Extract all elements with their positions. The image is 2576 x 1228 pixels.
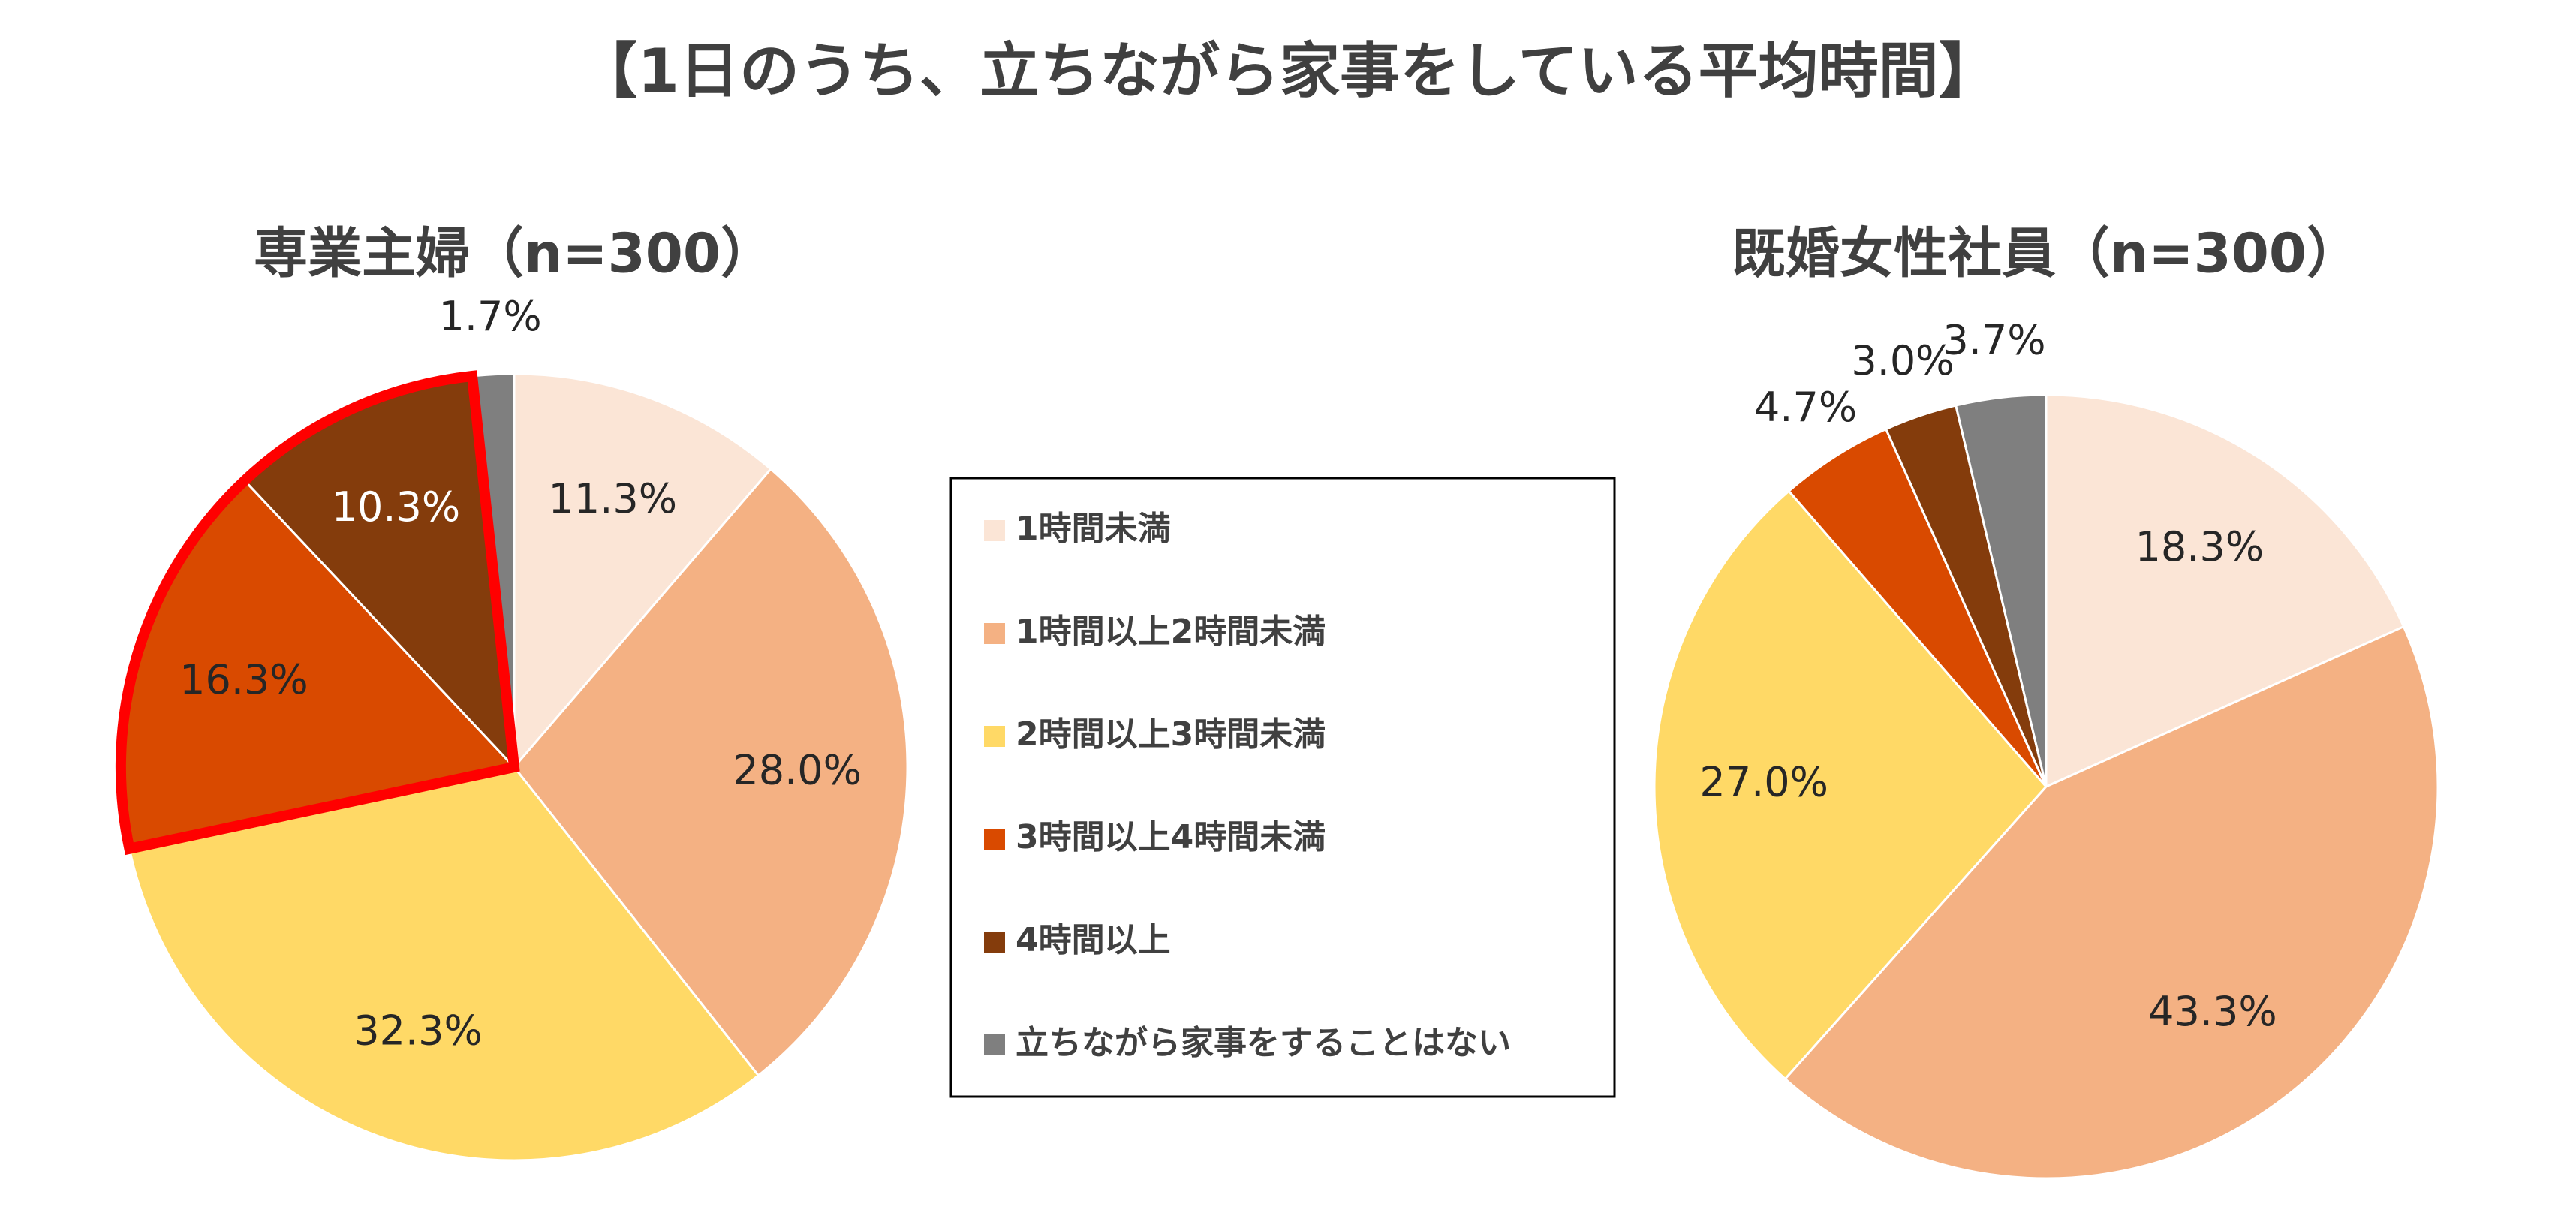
pie-slice	[513, 467, 909, 1077]
legend-label: 立ちながら家事をすることはない	[1016, 1024, 1511, 1062]
pie-slice	[1783, 625, 2439, 1180]
legend-swatch	[984, 1034, 1005, 1055]
pie-slice	[513, 372, 772, 771]
data-label: 4.7%	[1754, 384, 1857, 431]
legend-label: 1時間未満	[1016, 510, 1171, 548]
legend-swatch	[984, 520, 1005, 541]
pie-slice	[128, 766, 760, 1162]
legend-swatch	[984, 932, 1005, 953]
legend-swatch	[984, 726, 1005, 747]
data-label: 18.3%	[2135, 523, 2265, 570]
pie-slice	[1787, 427, 2048, 787]
legend-swatch	[984, 623, 1005, 644]
data-label: 1.7%	[438, 293, 541, 340]
chart-title: 【1日のうち、立ちながら家事をしている平均時間】	[577, 36, 1998, 106]
legend-label: 1時間以上2時間未満	[1016, 612, 1326, 651]
pie-title: 専業主婦（n=300）	[254, 222, 775, 285]
pie-slice	[2045, 393, 2406, 789]
data-label: 27.0%	[1699, 758, 1828, 805]
legend-swatch	[984, 829, 1005, 850]
data-label: 11.3%	[548, 475, 677, 522]
data-label: 10.3%	[332, 483, 461, 531]
data-label: 43.3%	[2148, 988, 2277, 1035]
highlight-outline	[116, 370, 520, 856]
pie-slice	[1653, 489, 2048, 1081]
data-label: 3.0%	[1851, 337, 1954, 384]
pie-title: 既婚女性社員（n=300）	[1732, 222, 2361, 285]
legend-box	[949, 477, 1616, 1098]
data-label: 3.7%	[1943, 317, 2045, 364]
pie-slice	[1954, 393, 2048, 787]
data-label: 16.3%	[179, 656, 308, 703]
legend-label: 2時間以上3時間未満	[1016, 715, 1326, 754]
data-label: 28.0%	[733, 746, 862, 793]
data-label: 32.3%	[354, 1007, 483, 1055]
legend-label: 4時間以上	[1016, 921, 1171, 959]
legend-label: 3時間以上4時間未満	[1016, 818, 1326, 856]
